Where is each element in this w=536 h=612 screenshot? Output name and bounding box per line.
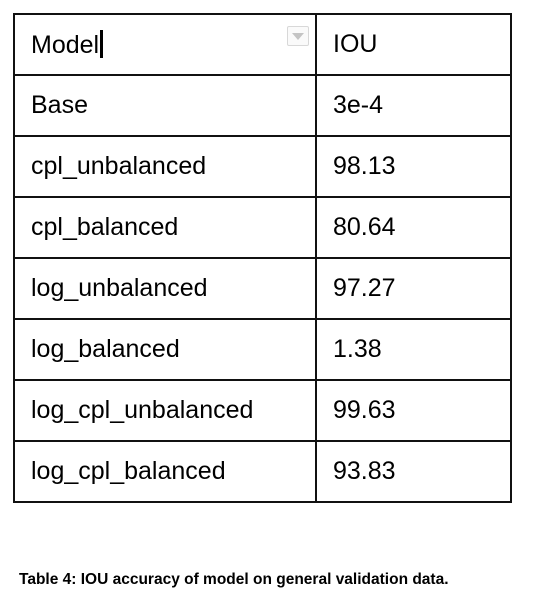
results-table: Model IOU Base 3e-4 cpl_unbalanced 98.13… (13, 13, 512, 503)
model-cell[interactable]: log_unbalanced (13, 257, 317, 320)
iou-cell[interactable]: 93.83 (315, 440, 512, 503)
table-row: log_cpl_balanced 93.83 (13, 440, 512, 503)
table-row: log_balanced 1.38 (13, 318, 512, 381)
iou-cell[interactable]: 3e-4 (315, 74, 512, 137)
header-label-iou: IOU (333, 30, 378, 58)
model-cell[interactable]: cpl_unbalanced (13, 135, 317, 198)
model-cell[interactable]: log_cpl_unbalanced (13, 379, 317, 442)
iou-cell[interactable]: 98.13 (315, 135, 512, 198)
header-cell-iou[interactable]: IOU (315, 13, 512, 76)
iou-cell[interactable]: 1.38 (315, 318, 512, 381)
model-cell[interactable]: cpl_balanced (13, 196, 317, 259)
iou-cell[interactable]: 99.63 (315, 379, 512, 442)
text-cursor (100, 29, 104, 58)
dropdown-filter-icon[interactable] (287, 26, 309, 46)
table-header-row: Model IOU (13, 13, 512, 76)
model-cell[interactable]: log_cpl_balanced (13, 440, 317, 503)
table-row: cpl_balanced 80.64 (13, 196, 512, 259)
table-caption: Table 4: IOU accuracy of model on genera… (19, 571, 449, 588)
table-row: cpl_unbalanced 98.13 (13, 135, 512, 198)
table-row: log_cpl_unbalanced 99.63 (13, 379, 512, 442)
table-row: Base 3e-4 (13, 74, 512, 137)
iou-cell[interactable]: 97.27 (315, 257, 512, 320)
model-cell[interactable]: log_balanced (13, 318, 317, 381)
header-cell-model[interactable]: Model (13, 13, 317, 76)
header-label-model: Model (31, 30, 100, 59)
iou-cell[interactable]: 80.64 (315, 196, 512, 259)
table-row: log_unbalanced 97.27 (13, 257, 512, 320)
model-cell[interactable]: Base (13, 74, 317, 137)
results-table-container: Model IOU Base 3e-4 cpl_unbalanced 98.13… (13, 13, 512, 503)
